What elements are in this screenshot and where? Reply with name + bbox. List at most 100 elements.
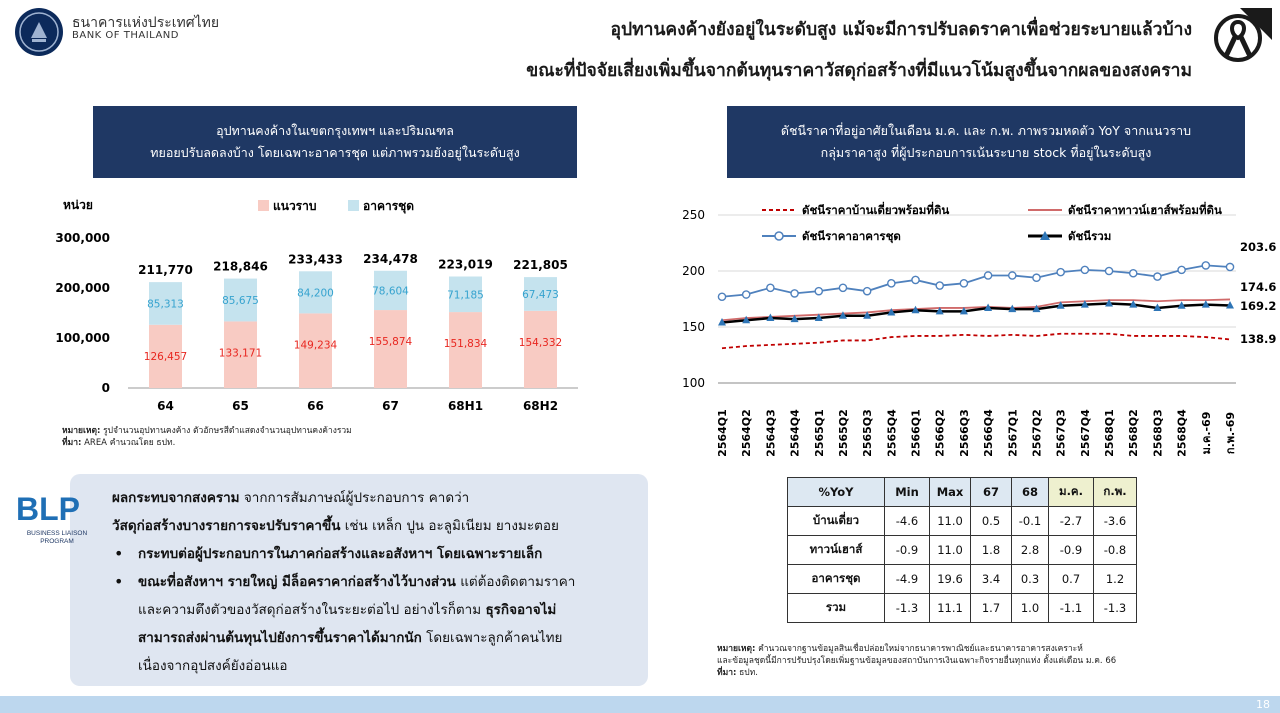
price-note-line2: และข้อมูลชุดนี้มีการปรับปรุงโดยเพิ่มฐานข… bbox=[717, 656, 1117, 666]
total-label: 223,019 bbox=[438, 257, 493, 271]
data-point bbox=[887, 307, 896, 316]
price-index-heading: ดัชนีราคาที่อยู่อาศัยในเดือน ม.ค. และ ก.… bbox=[727, 106, 1245, 178]
supply-chart-heading: อุปทานคงค้างในเขตกรุงเทพฯ และปริมณฑล ทยอ… bbox=[93, 106, 577, 178]
blp-insight-text: ผลกระทบจากสงคราม จากการสัมภาษณ์ผู้ประกอบ… bbox=[112, 484, 632, 680]
table-cell: -4.9 bbox=[884, 564, 930, 594]
table-cell: 0.3 bbox=[1011, 564, 1049, 594]
legend-label: ดัชนีราคาทาวน์เฮาส์พร้อมที่ดิน bbox=[1068, 201, 1222, 217]
total-label: 211,770 bbox=[138, 263, 193, 277]
yoy-header-label: %YoY bbox=[787, 477, 885, 507]
y-tick-label: 100,000 bbox=[55, 331, 110, 345]
blp-bullet2-bold3: สามารถส่งผ่านต้นทุนไปยังการขึ้นราคาได้มา… bbox=[138, 630, 422, 646]
data-point bbox=[863, 311, 872, 319]
series-line bbox=[721, 302, 1231, 324]
data-point bbox=[1056, 267, 1065, 277]
price-index-line-chart: 100 150 200 250 2564Q1 2564Q2 2564Q3 2564Q4 2565… bbox=[682, 201, 1276, 457]
x-tick-label: 2567Q1 bbox=[1006, 409, 1019, 457]
x-tick-label: 67 bbox=[382, 399, 399, 413]
data-point bbox=[1080, 300, 1089, 308]
data-label: 84,200 bbox=[297, 287, 334, 299]
table-row: รวม -1.3 11.1 1.7 1.0 -1.1 -1.3 bbox=[787, 593, 1137, 623]
blp-bullet2-text3: โดยเฉพาะลูกค้าคนไทย bbox=[421, 630, 563, 646]
table-cell: -0.8 bbox=[1093, 535, 1137, 565]
data-point bbox=[959, 279, 969, 288]
page-title-line1: อุปทานคงค้างยังอยู่ในระดับสูง แม้จะมีการ… bbox=[610, 20, 1192, 40]
legend-marker bbox=[774, 231, 784, 241]
data-label: 85,675 bbox=[222, 295, 259, 307]
x-tick-label: 2564Q4 bbox=[789, 409, 802, 457]
note-label: หมายเหตุ: bbox=[62, 426, 101, 436]
data-point bbox=[1008, 304, 1017, 313]
blp-bullet2-bold2: ธุรกิจอาจไม่ bbox=[485, 602, 557, 618]
bar-segment bbox=[299, 271, 332, 314]
price-chart-notes: หมายเหตุ: คำนวณจากฐานข้อมูลสินเชื่อปล่อย… bbox=[717, 643, 1116, 679]
row-label: บ้านเดี่ยว bbox=[787, 506, 885, 536]
data-point bbox=[1153, 272, 1162, 281]
table-cell: 11.0 bbox=[929, 506, 971, 536]
bank-name-english: BANK OF THAILAND bbox=[72, 30, 179, 41]
total-label: 221,805 bbox=[513, 258, 568, 272]
y-tick-label: 100 bbox=[682, 376, 705, 390]
x-tick-label: 2566Q3 bbox=[958, 409, 971, 457]
data-point bbox=[911, 305, 920, 314]
supply-chart-notes: หมายเหตุ: รูปจำนวนอุปทานคงค้าง ตัวอักษรส… bbox=[62, 425, 352, 449]
table-cell: -4.6 bbox=[884, 506, 930, 536]
bar-segment bbox=[224, 278, 257, 322]
row-label: รวม bbox=[787, 593, 885, 623]
x-tick-label: 2568Q2 bbox=[1127, 409, 1140, 457]
data-label: 85,313 bbox=[147, 298, 184, 310]
x-tick-label: 64 bbox=[157, 399, 174, 413]
footer-bar bbox=[0, 696, 1280, 713]
blp-bullet2-bold: ขณะที่อสังหาฯ รายใหญ่ มีล็อคราคาก่อสร้าง… bbox=[138, 574, 456, 590]
x-tick-label: 2567Q3 bbox=[1055, 409, 1068, 457]
data-point bbox=[887, 279, 896, 288]
yoy-table: %YoY Min Max 67 68 ม.ค. ก.พ. บ้านเดี่ยว … bbox=[787, 477, 1137, 623]
data-point bbox=[1177, 301, 1186, 309]
yoy-header-max: Max bbox=[929, 477, 971, 507]
legend-label: อาคารชุด bbox=[363, 199, 414, 214]
table-row: ทาวน์เฮาส์ -0.9 11.0 1.8 2.8 -0.9 -0.8 bbox=[787, 535, 1137, 565]
blp-bullet2-text1: แต่ต้องติดตามราคา bbox=[455, 574, 576, 590]
blp-logo: BLP BUSINESS LIAISON PROGRAM bbox=[16, 491, 87, 545]
x-tick-label: 68H1 bbox=[448, 399, 483, 413]
series-line bbox=[721, 332, 1231, 350]
data-point bbox=[717, 292, 727, 302]
supply-heading-line1: อุปทานคงค้างในเขตกรุงเทพฯ และปริมณฑล bbox=[216, 123, 454, 138]
mourning-ribbon-icon bbox=[1214, 8, 1272, 62]
table-cell: 2.8 bbox=[1011, 535, 1049, 565]
bar-segment bbox=[524, 310, 557, 388]
data-point bbox=[1129, 300, 1138, 308]
data-point bbox=[1007, 271, 1017, 280]
supply-stacked-bar-chart: หน่วย 0 100,000 200,000 300,000 แนวราบ อาคารชุ… bbox=[55, 198, 578, 413]
data-label: 67,473 bbox=[522, 289, 559, 301]
x-tick-label: 2566Q1 bbox=[910, 409, 923, 457]
x-tick-label: 66 bbox=[307, 399, 324, 413]
unit-label: หน่วย bbox=[63, 198, 93, 212]
data-point bbox=[790, 289, 799, 298]
data-point bbox=[838, 311, 847, 319]
data-point bbox=[1226, 300, 1234, 309]
x-tick-label: 2565Q3 bbox=[861, 409, 874, 457]
end-value-label: 169.2 bbox=[1240, 299, 1276, 313]
blp-bullet-1: กระทบต่อผู้ประกอบการในภาคก่อสร้างและอสัง… bbox=[114, 540, 632, 568]
y-tick-label: 200,000 bbox=[55, 281, 110, 295]
table-cell: 0.5 bbox=[970, 506, 1012, 536]
x-tick-label: 2565Q1 bbox=[813, 409, 826, 457]
bar-segment bbox=[524, 277, 557, 311]
y-tick-label: 150 bbox=[682, 320, 705, 334]
data-point bbox=[1056, 301, 1065, 309]
data-point bbox=[1032, 304, 1041, 313]
legend-swatch bbox=[258, 200, 269, 211]
data-label: 149,234 bbox=[294, 339, 338, 351]
x-tick-label: 2568Q4 bbox=[1176, 409, 1189, 457]
x-tick-label: 2564Q1 bbox=[716, 409, 729, 457]
data-point bbox=[1153, 303, 1162, 311]
data-point bbox=[862, 286, 872, 296]
data-label: 78,604 bbox=[372, 285, 409, 297]
blp-line2-text: เช่น เหล็ก ปูน อะลูมิเนียม ยางมะตอย bbox=[340, 518, 559, 534]
x-tick-label: 65 bbox=[232, 399, 249, 413]
y-tick-label: 0 bbox=[102, 381, 110, 395]
end-value-label: 138.9 bbox=[1240, 332, 1276, 346]
series-line bbox=[721, 264, 1231, 298]
x-tick-label: ม.ค.-69 bbox=[1200, 412, 1213, 455]
